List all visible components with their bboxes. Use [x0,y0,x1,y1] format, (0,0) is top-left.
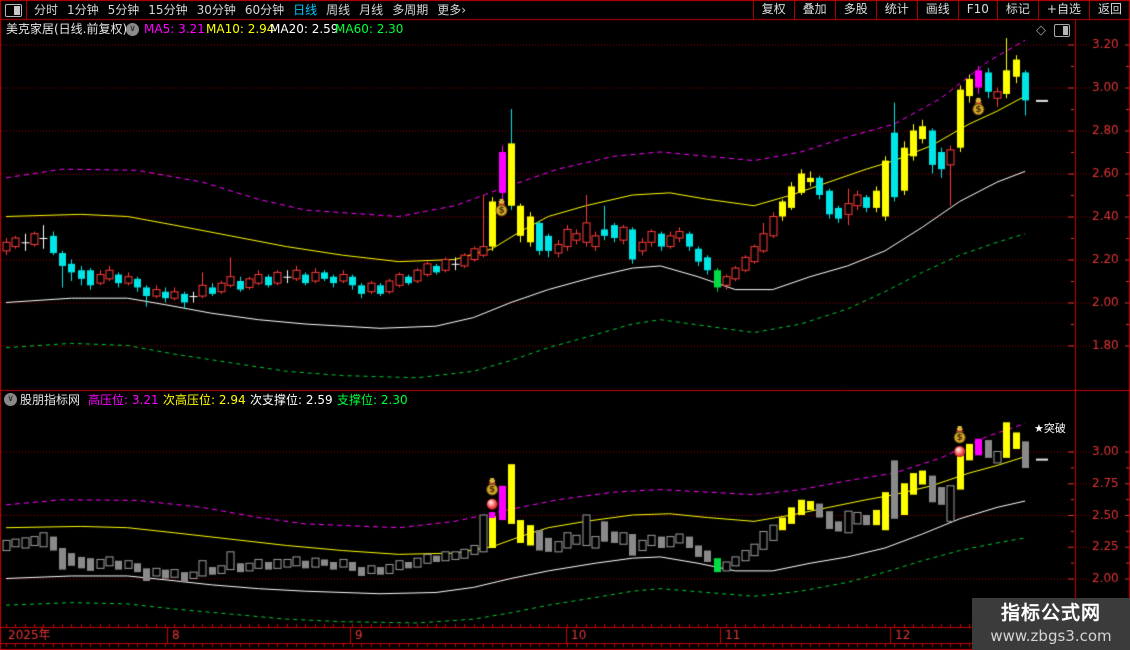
tab-weekly[interactable]: 周线 [326,2,351,17]
tab-fenshi[interactable]: 分时 [34,2,59,17]
watermark-title: 指标公式网 [1000,602,1101,624]
chevron-down-icon[interactable]: ∨ [126,23,139,36]
split-window-icon [4,3,22,17]
draw-line-button[interactable]: 画线 [916,0,958,20]
level-high-pressure: 高压位: 3.21 [88,393,159,407]
ma60-legend: MA60: 2.30 [335,22,404,36]
tab-15min[interactable]: 15分钟 [148,2,188,17]
layout-toggle-button[interactable] [0,0,27,20]
level-sub-high-pressure: 次高压位: 2.94 [163,393,246,407]
top-nav-bar: 分时 1分钟 5分钟 15分钟 30分钟 60分钟 日线 周线 月线 多周期 更… [0,0,1130,20]
tab-multi-period[interactable]: 多周期 [392,2,429,17]
ma20-legend: MA20: 2.59 [270,22,339,36]
multi-stock-button[interactable]: 多股 [834,0,876,20]
period-tabs: 分时 1分钟 5分钟 15分钟 30分钟 60分钟 日线 周线 月线 多周期 更… [27,1,466,20]
chart-title-bar: 美克家居(日线.前复权) ∨ MA5: 3.21 MA10: 2.94 MA20… [0,21,1075,38]
fuquan-button[interactable]: 复权 [752,0,794,20]
tab-5min[interactable]: 5分钟 [107,2,140,17]
ma5-legend: MA5: 3.21 [144,22,205,36]
back-button[interactable]: 返回 [1088,0,1130,20]
ma10-legend: MA10: 2.94 [206,22,275,36]
tab-daily[interactable]: 日线 [293,2,318,17]
level-support: 支撑位: 2.30 [337,393,408,407]
tab-more[interactable]: 更多› [437,2,467,17]
indicator-name: 股朋指标网 [20,393,81,407]
breakout-annotation: ★突破 [1034,422,1066,435]
f10-button[interactable]: F10 [957,0,997,20]
panel-layout-icon[interactable] [1054,24,1070,37]
overlay-button[interactable]: 叠加 [793,0,835,20]
watermark-url: www.zbgs3.com [990,627,1112,645]
chevron-down-icon[interactable]: ∨ [4,393,17,406]
mark-button[interactable]: 标记 [996,0,1038,20]
tab-30min[interactable]: 30分钟 [196,2,236,17]
diamond-marker-icon[interactable]: ◇ [1036,23,1046,38]
toolbar-buttons: 复权 叠加 多股 统计 画线 F10 标记 +自选 返回 [752,0,1130,20]
statistics-button[interactable]: 统计 [875,0,917,20]
stock-title: 美克家居(日线.前复权) [6,22,128,36]
indicator-header-bar: ∨ 股朋指标网 高压位: 3.21 次高压位: 2.94 次支撑位: 2.59 … [0,393,1070,407]
tab-1min[interactable]: 1分钟 [67,2,99,17]
chart-corner-icons: ◇ [1036,24,1070,37]
tab-monthly[interactable]: 月线 [359,2,384,17]
add-watchlist-button[interactable]: +自选 [1037,0,1089,20]
level-sub-support: 次支撑位: 2.59 [250,393,333,407]
tab-60min[interactable]: 60分钟 [244,2,285,17]
site-watermark: 指标公式网 www.zbgs3.com [972,598,1130,650]
